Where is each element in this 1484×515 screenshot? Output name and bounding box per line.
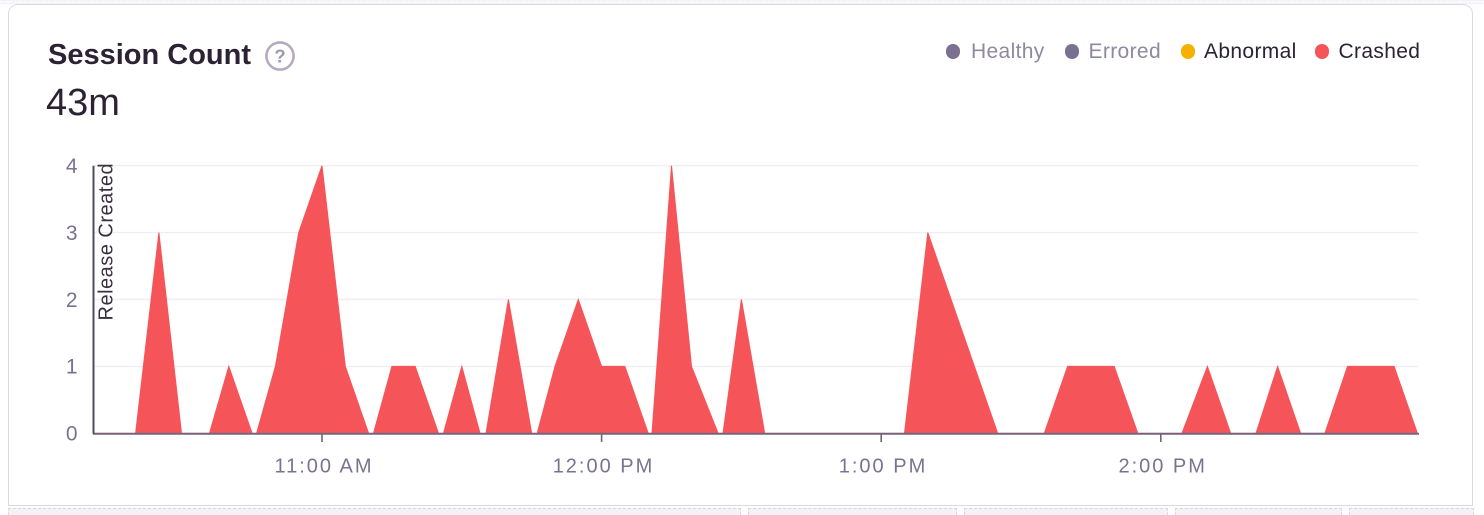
- svg-text:Release Created: Release Created: [96, 163, 118, 321]
- svg-text:2: 2: [66, 289, 78, 312]
- svg-text:2:00 PM: 2:00 PM: [1118, 456, 1206, 478]
- svg-text:12:00 PM: 12:00 PM: [553, 456, 655, 478]
- svg-text:1: 1: [66, 356, 78, 379]
- svg-text:?: ?: [274, 45, 285, 66]
- svg-text:11:00 AM: 11:00 AM: [274, 456, 373, 478]
- svg-text:0: 0: [66, 423, 78, 446]
- svg-text:3: 3: [66, 222, 78, 245]
- svg-text:4: 4: [66, 155, 78, 178]
- svg-text:1:00 PM: 1:00 PM: [839, 456, 927, 478]
